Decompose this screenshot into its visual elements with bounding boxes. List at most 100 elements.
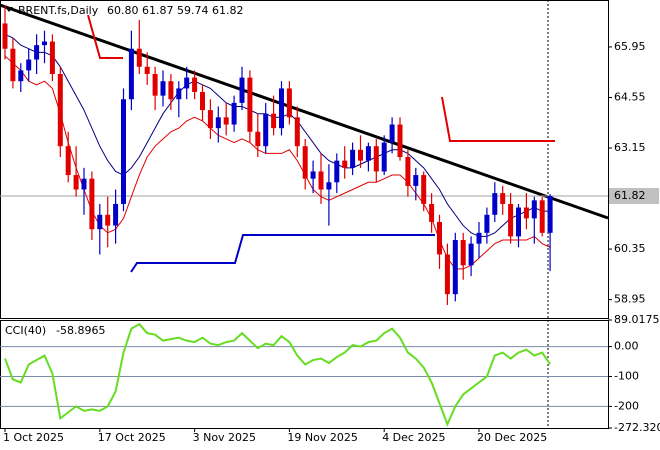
candle-body [523, 207, 529, 219]
candle-body [207, 110, 213, 129]
candle-body [358, 149, 363, 161]
candle-body [468, 243, 474, 266]
candle-body [42, 41, 47, 46]
candle-body [508, 203, 514, 237]
candle-body [437, 221, 442, 255]
cci-line [4, 322, 551, 427]
candle-body [255, 131, 261, 147]
moving-average [4, 55, 551, 270]
candle-body [444, 254, 450, 295]
candle-body [373, 146, 379, 172]
candle-body [113, 203, 119, 226]
candle-body [531, 200, 537, 219]
candle-body [452, 240, 458, 295]
candle-body [184, 77, 190, 89]
candle-body [247, 77, 253, 132]
header: BRENT.fs,Daily 60.80 61.87 59.74 61.82 [5, 4, 244, 17]
candle-body [215, 117, 221, 129]
y-tick-label: 64.55 [614, 90, 646, 103]
candle-body [326, 182, 332, 190]
x-tick-label: 19 Nov 2025 [287, 431, 357, 444]
candle-body [176, 88, 182, 100]
candle-body [334, 160, 340, 183]
y-tick-label: 0.00 [614, 340, 639, 353]
candle-body [500, 193, 506, 204]
candle-body [10, 48, 16, 82]
y-tick-label: 89.0175 [614, 313, 660, 326]
x-tick-label: 1 Oct 2025 [3, 431, 64, 444]
ohlc-close: 61.82 [212, 4, 244, 17]
candle-body [81, 178, 87, 190]
candle-body [26, 59, 32, 71]
current-price-box [609, 187, 659, 204]
candle-body [484, 214, 490, 233]
candle-body [350, 149, 356, 168]
symbol-title: BRENT.fs,Daily [18, 4, 99, 17]
candle-body [421, 175, 427, 204]
candle-body [302, 146, 308, 179]
candle-body [342, 160, 348, 168]
support-step [130, 234, 435, 273]
candle-body [286, 88, 292, 118]
y-tick-label: -272.320 [614, 421, 660, 434]
candle-body [18, 70, 24, 82]
candle-body [49, 41, 55, 74]
ohlc-high: 61.87 [142, 4, 174, 17]
header-icon [5, 7, 13, 12]
ohlc-low: 59.74 [177, 4, 209, 17]
candle-body [547, 195, 553, 233]
candle-body [105, 214, 111, 226]
y-tick-label: 65.95 [614, 40, 646, 53]
candle-body [460, 240, 466, 266]
candle-body [413, 175, 419, 186]
candle-body [65, 146, 71, 176]
y-tick-label: 58.95 [614, 293, 646, 306]
candle-body [231, 102, 237, 125]
x-tick-label: 4 Dec 2025 [382, 431, 445, 444]
ohlc-open: 60.80 [107, 4, 139, 17]
candle-body [34, 45, 40, 60]
candle-body [200, 92, 205, 111]
candle-body [271, 113, 277, 129]
cci-panel [0, 320, 609, 429]
candle-body [57, 73, 63, 147]
candle-body [476, 232, 482, 244]
candle-body [168, 81, 174, 100]
candle-body [192, 77, 198, 93]
candle-body [405, 157, 411, 186]
candle-body [2, 23, 8, 49]
candle-body [239, 77, 245, 103]
candle-body [97, 214, 103, 230]
price-panel [0, 0, 609, 319]
candle-body [516, 207, 521, 237]
y-tick-label: -100 [614, 369, 639, 382]
x-tick-label: 17 Oct 2025 [98, 431, 166, 444]
cci-current: -58.8965 [56, 324, 105, 337]
candle-body [136, 48, 142, 67]
y-tick-label: 63.15 [614, 141, 646, 154]
candle-body [263, 113, 269, 147]
candle-body [128, 48, 134, 100]
resistance-step [441, 96, 555, 142]
current-price-label: 61.82 [614, 189, 646, 202]
candle-body [144, 66, 150, 74]
candle-body [73, 175, 79, 190]
x-tick-label: 20 Dec 2025 [477, 431, 547, 444]
candle-body [365, 146, 371, 161]
candle-body [539, 200, 545, 233]
candle-body [492, 193, 498, 215]
trend-line [0, 3, 609, 220]
y-tick-label: 60.35 [614, 242, 646, 255]
candle-body [121, 99, 126, 204]
candle-body [160, 81, 166, 96]
candle-body [389, 124, 395, 143]
y-tick-label: -200 [614, 399, 639, 412]
moving-average [4, 33, 551, 237]
candle-body [89, 178, 95, 230]
candle-body [318, 171, 324, 190]
candle-body [310, 171, 316, 179]
candle-body [294, 117, 300, 147]
x-tick-label: 3 Nov 2025 [193, 431, 256, 444]
